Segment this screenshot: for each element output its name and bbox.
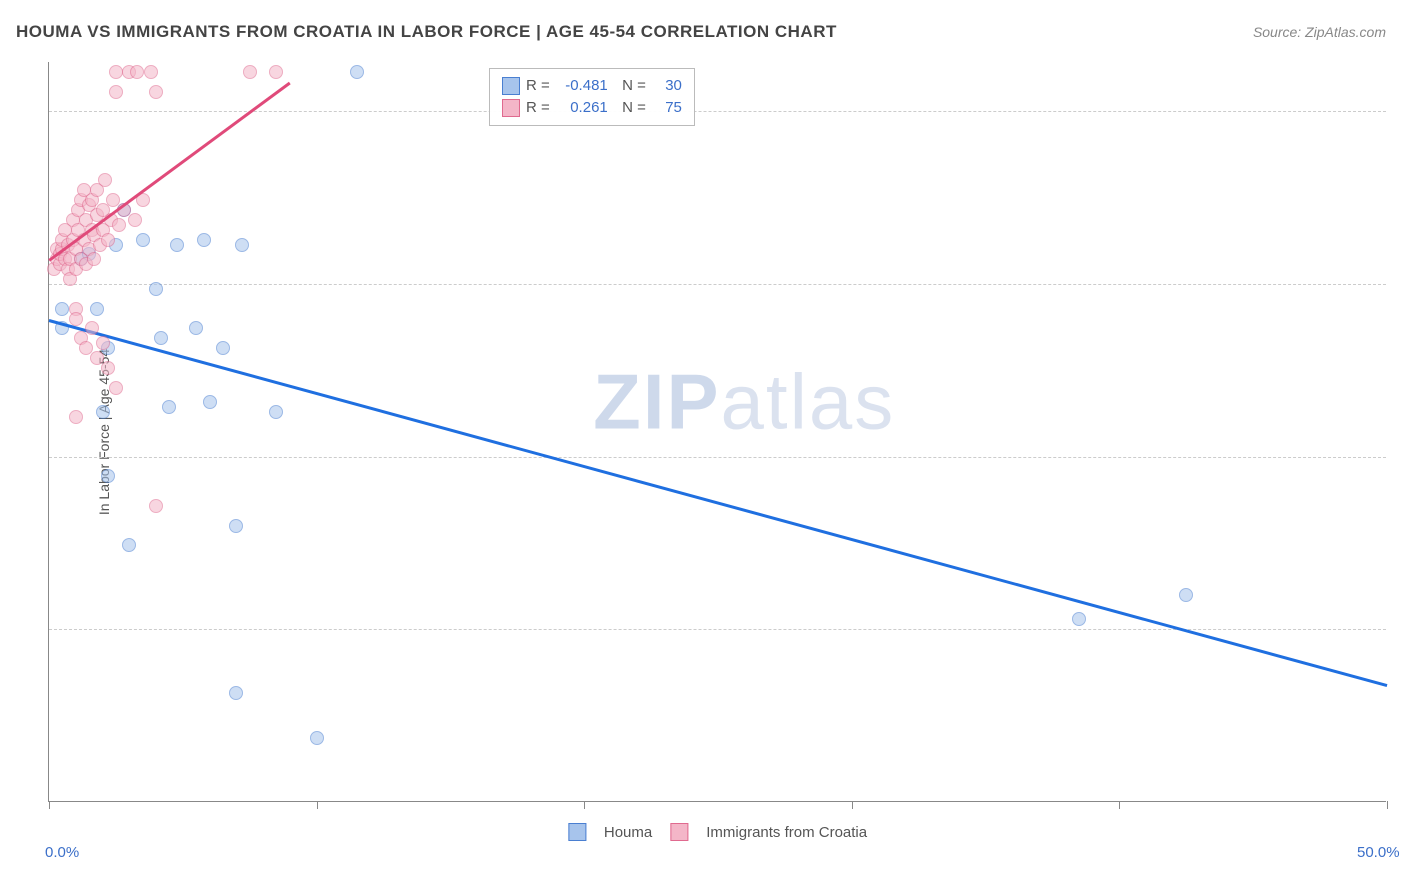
swatch-houma — [502, 77, 520, 95]
scatter-point — [101, 469, 115, 483]
scatter-point — [69, 312, 83, 326]
scatter-point — [109, 65, 123, 79]
scatter-point — [269, 405, 283, 419]
scatter-point — [229, 686, 243, 700]
scatter-point — [136, 233, 150, 247]
legend-r-croatia: 0.261 — [556, 97, 608, 119]
scatter-point — [96, 336, 110, 350]
scatter-point — [87, 252, 101, 266]
scatter-point — [144, 65, 158, 79]
scatter-point — [229, 519, 243, 533]
x-tick — [1387, 801, 1388, 809]
scatter-point — [235, 238, 249, 252]
trend-line — [49, 319, 1388, 686]
scatter-point — [85, 321, 99, 335]
source-attribution: Source: ZipAtlas.com — [1253, 24, 1386, 40]
scatter-point — [149, 282, 163, 296]
scatter-point — [197, 233, 211, 247]
scatter-point — [310, 731, 324, 745]
watermark-bold: ZIP — [593, 357, 720, 445]
scatter-point — [130, 65, 144, 79]
scatter-point — [189, 321, 203, 335]
legend-row-croatia: R = 0.261 N = 75 — [502, 97, 682, 119]
legend-n-label: N = — [614, 75, 646, 97]
trend-line — [48, 82, 290, 262]
scatter-point — [269, 65, 283, 79]
x-tick-label: 0.0% — [45, 844, 79, 861]
gridline-h — [49, 457, 1386, 458]
x-tick — [49, 801, 50, 809]
scatter-point — [109, 85, 123, 99]
scatter-point — [112, 218, 126, 232]
scatter-point — [128, 213, 142, 227]
swatch-croatia-bottom — [670, 823, 688, 841]
swatch-houma-bottom — [568, 823, 586, 841]
x-tick — [1119, 801, 1120, 809]
x-tick-label: 50.0% — [1357, 844, 1400, 861]
chart-area: In Labor Force | Age 45-54 ZIPatlas R = … — [48, 62, 1386, 802]
legend-n-houma: 30 — [652, 75, 682, 97]
scatter-point — [203, 395, 217, 409]
scatter-point — [162, 400, 176, 414]
scatter-point — [149, 499, 163, 513]
legend-row-houma: R = -0.481 N = 30 — [502, 75, 682, 97]
legend-r-label: R = — [526, 75, 550, 97]
legend-label-houma: Houma — [604, 824, 652, 841]
scatter-point — [101, 233, 115, 247]
series-legend: Houma Immigrants from Croatia — [568, 823, 867, 841]
scatter-point — [122, 538, 136, 552]
swatch-croatia — [502, 99, 520, 117]
scatter-point — [154, 331, 168, 345]
scatter-point — [216, 341, 230, 355]
x-tick — [584, 801, 585, 809]
scatter-point — [149, 85, 163, 99]
scatter-point — [170, 238, 184, 252]
chart-title: HOUMA VS IMMIGRANTS FROM CROATIA IN LABO… — [16, 22, 837, 42]
x-tick — [317, 801, 318, 809]
scatter-point — [96, 405, 110, 419]
scatter-point — [1179, 588, 1193, 602]
x-tick — [852, 801, 853, 809]
scatter-point — [243, 65, 257, 79]
correlation-legend: R = -0.481 N = 30 R = 0.261 N = 75 — [489, 68, 695, 126]
watermark-light: atlas — [721, 357, 896, 445]
scatter-point — [350, 65, 364, 79]
scatter-point — [101, 361, 115, 375]
scatter-point — [69, 410, 83, 424]
gridline-h — [49, 284, 1386, 285]
scatter-point — [55, 302, 69, 316]
legend-r-label: R = — [526, 97, 550, 119]
legend-n-croatia: 75 — [652, 97, 682, 119]
scatter-point — [1072, 612, 1086, 626]
watermark: ZIPatlas — [593, 356, 895, 447]
scatter-point — [109, 381, 123, 395]
legend-label-croatia: Immigrants from Croatia — [706, 824, 867, 841]
legend-n-label: N = — [614, 97, 646, 119]
legend-r-houma: -0.481 — [556, 75, 608, 97]
scatter-point — [90, 302, 104, 316]
scatter-point — [98, 173, 112, 187]
